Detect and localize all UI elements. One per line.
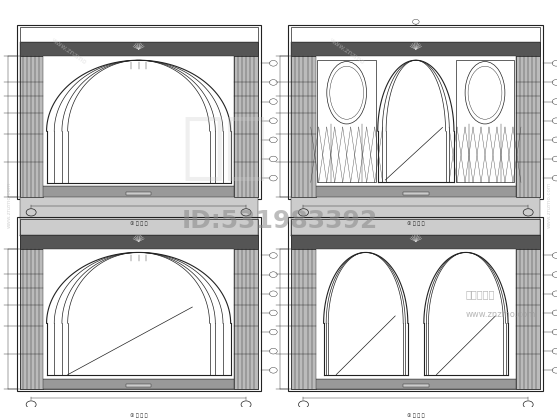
Bar [20,27,258,197]
Bar [127,384,151,388]
Bar [516,249,540,389]
Ellipse shape [468,66,502,119]
Bar [288,25,543,199]
Bar [288,217,543,391]
Bar [235,249,258,389]
Text: www.znzmo.com: www.znzmo.com [547,182,552,228]
Bar [291,219,540,389]
Bar [43,56,235,186]
Text: www.znzmo.com: www.znzmo.com [466,310,536,319]
Ellipse shape [465,62,505,124]
Bar [43,186,235,197]
Bar [516,56,540,197]
Bar [20,235,258,249]
Bar [456,60,514,182]
Bar [20,219,258,389]
Bar [17,25,260,199]
Bar [316,249,516,378]
Bar [127,192,151,195]
Bar [20,249,43,389]
Bar [316,378,516,389]
Bar [17,217,260,391]
Bar [43,249,235,378]
Bar [318,60,376,182]
Ellipse shape [330,66,363,119]
Bar [291,27,540,197]
Text: ID:531983392: ID:531983392 [182,209,378,233]
Bar [20,42,258,56]
Bar [291,42,540,56]
Text: ① 立 面 图: ① 立 面 图 [130,221,147,226]
Text: 知末: 知末 [181,114,268,183]
Bar [291,42,540,236]
Bar [20,235,258,236]
Bar [316,186,516,197]
Text: ① 立 面 图: ① 立 面 图 [407,413,424,418]
Bar [291,235,540,236]
Text: www.znzmo: www.znzmo [328,37,365,66]
Bar [291,235,540,249]
Bar [291,56,316,197]
Bar [403,384,428,387]
Text: ① 立 面 图: ① 立 面 图 [407,221,424,226]
Ellipse shape [327,62,367,124]
Text: www.znzmo.com: www.znzmo.com [7,182,12,228]
Text: 知末资料库: 知末资料库 [466,289,495,299]
Bar [20,56,43,197]
Bar [403,192,428,195]
Text: www.znzmo: www.znzmo [50,37,88,66]
Bar [43,378,235,389]
Bar [316,56,516,186]
Bar [235,56,258,197]
Bar [291,249,316,389]
Bar [20,42,258,236]
Text: ① 立 面 图: ① 立 面 图 [130,413,147,418]
